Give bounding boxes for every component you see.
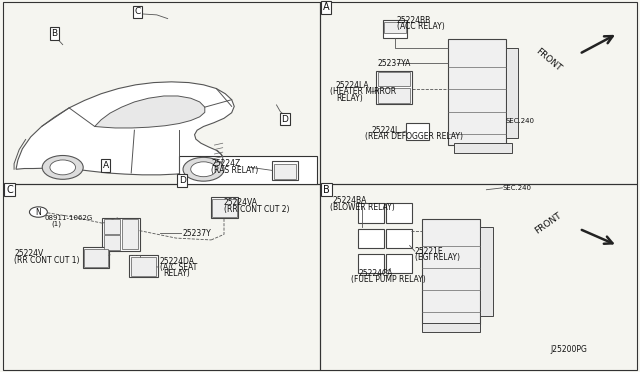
Text: FRONT: FRONT	[533, 211, 563, 235]
Text: N: N	[36, 208, 41, 217]
Text: (HEATER MIRROR: (HEATER MIRROR	[330, 87, 396, 96]
Bar	[102, 218, 140, 251]
Text: B: B	[51, 29, 58, 38]
Text: (EGI RELAY): (EGI RELAY)	[415, 253, 460, 262]
Text: B: B	[323, 185, 330, 195]
Bar	[386, 254, 412, 273]
Text: RELAY): RELAY)	[163, 269, 190, 278]
Bar	[212, 199, 237, 217]
Circle shape	[191, 162, 216, 177]
Bar	[480, 227, 493, 316]
Text: 25237Y: 25237Y	[182, 229, 211, 238]
Circle shape	[183, 157, 224, 181]
Bar	[448, 39, 506, 145]
Text: (FUEL PUMP RELAY): (FUEL PUMP RELAY)	[351, 275, 426, 284]
Bar	[131, 257, 156, 276]
Bar	[320, 2, 637, 184]
Bar	[358, 254, 384, 273]
Circle shape	[42, 155, 83, 179]
Bar	[383, 20, 407, 38]
Bar	[454, 143, 512, 153]
Bar	[386, 229, 412, 248]
Bar	[376, 71, 412, 104]
Text: D: D	[282, 115, 288, 124]
Text: (RAS RELAY): (RAS RELAY)	[211, 166, 259, 174]
Bar	[104, 219, 120, 234]
Bar	[506, 48, 518, 138]
Text: (REAR DEFOGGER RELAY): (REAR DEFOGGER RELAY)	[365, 132, 463, 141]
Bar	[122, 219, 138, 249]
Bar	[422, 323, 480, 332]
Text: D: D	[179, 176, 186, 185]
Text: 25224V: 25224V	[14, 249, 44, 258]
Text: 25224CA: 25224CA	[358, 269, 393, 278]
Text: (A/C SEAT: (A/C SEAT	[160, 263, 197, 272]
Bar	[406, 123, 429, 140]
Bar	[272, 161, 298, 180]
Text: SEC.240: SEC.240	[506, 118, 534, 124]
Text: C: C	[134, 7, 141, 16]
Text: A: A	[102, 161, 109, 170]
Bar	[274, 164, 296, 179]
Circle shape	[29, 207, 47, 217]
Bar	[378, 72, 410, 86]
Text: 25224BB: 25224BB	[397, 16, 431, 25]
Text: 25224DA: 25224DA	[160, 257, 195, 266]
Text: 25237YA: 25237YA	[378, 59, 411, 68]
Text: RELAY): RELAY)	[336, 94, 363, 103]
Polygon shape	[16, 82, 234, 175]
Bar	[84, 249, 108, 267]
Text: (RR CONT CUT 2): (RR CONT CUT 2)	[224, 205, 289, 214]
Text: J25200PG: J25200PG	[550, 345, 588, 354]
Text: 25224L: 25224L	[371, 126, 399, 135]
Bar	[129, 255, 158, 277]
Bar	[179, 156, 317, 184]
Text: (1): (1)	[51, 221, 61, 227]
Text: (RR CONT CUT 1): (RR CONT CUT 1)	[14, 256, 79, 264]
Bar	[358, 203, 384, 223]
Text: 08911-1062G: 08911-1062G	[45, 215, 93, 221]
Bar	[83, 247, 109, 268]
Bar	[378, 88, 410, 103]
Text: SEC.240: SEC.240	[502, 185, 531, 191]
Bar	[3, 184, 320, 370]
Text: A: A	[323, 3, 330, 12]
Text: (ACC RELAY): (ACC RELAY)	[397, 22, 445, 31]
Text: 25224Z: 25224Z	[211, 159, 241, 168]
Bar	[320, 184, 637, 370]
Text: (BLOWER RELAY): (BLOWER RELAY)	[330, 203, 394, 212]
Polygon shape	[95, 96, 205, 128]
Text: 25224VA: 25224VA	[224, 198, 258, 207]
Text: 25224LA: 25224LA	[336, 81, 370, 90]
Bar	[384, 22, 406, 33]
Text: C: C	[6, 185, 13, 195]
Text: FRONT: FRONT	[534, 46, 563, 73]
Text: 25224BA: 25224BA	[333, 196, 367, 205]
Bar	[211, 197, 238, 218]
Bar	[358, 229, 384, 248]
Bar	[3, 2, 320, 184]
Bar	[422, 219, 480, 324]
Bar	[386, 203, 412, 223]
Text: 25221E: 25221E	[415, 247, 444, 256]
Circle shape	[50, 160, 76, 175]
Bar	[104, 235, 120, 250]
